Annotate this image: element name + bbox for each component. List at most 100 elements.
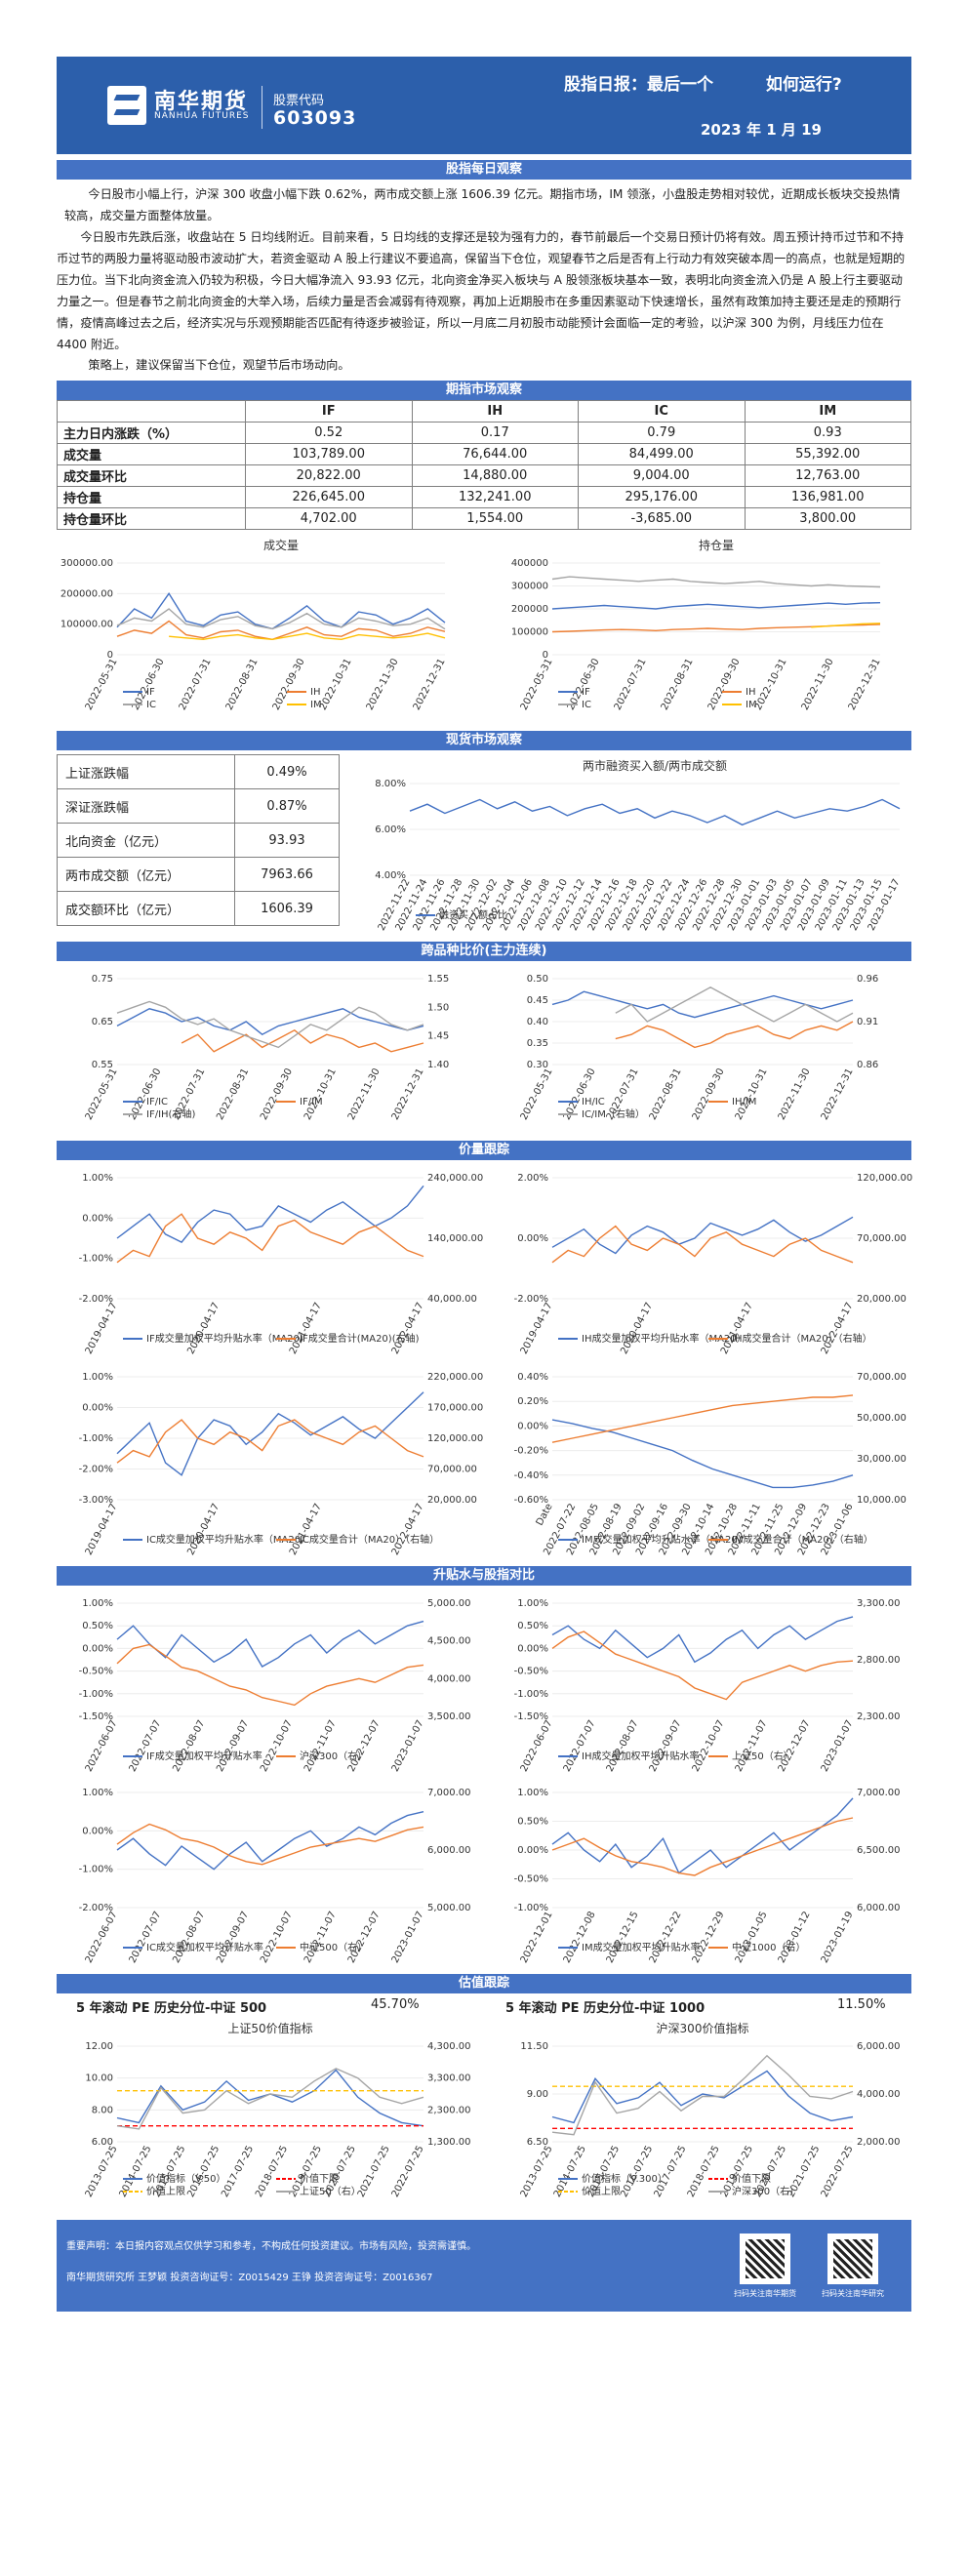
chart-svg: 成交量 0 100000.00 200000.00 300000.00 2022-05-3… bbox=[60, 538, 448, 712]
y-tick-label: -0.40% bbox=[514, 1470, 548, 1481]
series-line bbox=[551, 602, 881, 610]
qr-caption: 扫码关注南华期货 bbox=[734, 2289, 796, 2298]
series-line bbox=[116, 1419, 424, 1464]
chart-sz50-value: 上证50价值指标 6.00 8.00 10.00 12.00 1,300.00 2,300.… bbox=[57, 2017, 482, 2208]
footer-analysts: 南华期货研究所 王梦颖 投资咨询证号：Z0015429 王铮 投资咨询证号：Z0… bbox=[66, 2273, 433, 2283]
y2-tick-label: 70,000.00 bbox=[857, 1372, 907, 1383]
y-tick-label: 8.00% bbox=[375, 779, 406, 789]
y-tick-label: 400000 bbox=[511, 558, 548, 569]
x-tick-label: 2022-11-30 bbox=[346, 1067, 383, 1121]
series-line bbox=[116, 592, 446, 630]
table-row: 上证涨跌幅 0.49% bbox=[57, 754, 340, 789]
series-line bbox=[551, 1630, 854, 1701]
y2-tick-label: 1.40 bbox=[427, 1060, 449, 1070]
x-tick-label: 2020-04-17 bbox=[619, 1301, 655, 1355]
section-spread: 跨品种比价(主力连续) bbox=[57, 942, 911, 961]
series-line bbox=[169, 632, 446, 641]
futures-table: IF IH IC IM 主力日内涨跌（%） 0.52 0.17 0.79 0.9… bbox=[57, 400, 911, 530]
stock-code-label: 股票代码 bbox=[273, 94, 325, 108]
series-line bbox=[116, 1811, 424, 1871]
y2-tick-label: 4,500.00 bbox=[427, 1636, 471, 1647]
row-label: 深证涨跌幅 bbox=[57, 788, 235, 824]
report-title: 股指日报：最后一个 如何运行? bbox=[564, 75, 842, 95]
y2-tick-label: 240,000.00 bbox=[427, 1173, 483, 1184]
table-cell: 0.87% bbox=[234, 788, 340, 824]
legend-label: 中证1000（右） bbox=[732, 1941, 805, 1953]
y-tick-label: 1.00% bbox=[517, 1788, 548, 1798]
x-tick-label: 2022-10-31 bbox=[753, 657, 789, 711]
x-tick-label: 2023-01-05 bbox=[734, 1910, 770, 1964]
y2-tick-label: 1,300.00 bbox=[427, 2137, 471, 2148]
x-tick-label: 2023-01-12 bbox=[777, 1910, 813, 1964]
x-tick-label: 2022-12-07 bbox=[346, 1910, 383, 1964]
y-tick-label: 100000 bbox=[511, 627, 548, 638]
qr-code-icon bbox=[827, 2234, 878, 2284]
x-tick-label: 2022-06-07 bbox=[84, 1910, 120, 1964]
table-cell: 103,789.00 bbox=[245, 443, 413, 465]
x-tick-label: 2022-09-07 bbox=[215, 1910, 251, 1964]
y-tick-label: 6.00% bbox=[375, 825, 406, 835]
y-tick-label: 0.30 bbox=[527, 1060, 548, 1070]
x-tick-label: 2021-04-17 bbox=[719, 1301, 755, 1355]
series-line bbox=[116, 1000, 424, 1049]
y2-tick-label: 2,800.00 bbox=[857, 1655, 901, 1666]
legend-label: 价值上限 bbox=[582, 2185, 621, 2197]
y2-tick-label: 6,000.00 bbox=[857, 1903, 901, 1913]
legend-label: 融资买入额占比 bbox=[439, 908, 507, 921]
spot-area: 上证涨跌幅 0.49% 深证涨跌幅 0.87% 北向资金（亿元） 93.93 两市成交… bbox=[57, 750, 911, 936]
x-tick-label: 2023-01-19 bbox=[820, 1910, 856, 1964]
x-tick-label: 2022-10-31 bbox=[734, 1067, 770, 1121]
x-tick-label: 2022-12-07 bbox=[346, 1718, 383, 1773]
legend-label: IH成交量加权平均升贴水率 bbox=[582, 1750, 699, 1762]
legend-label: 中证500（右） bbox=[300, 1941, 367, 1953]
x-tick-label: 2019-04-17 bbox=[84, 1301, 120, 1355]
table-cell: -3,685.00 bbox=[578, 507, 746, 530]
y2-tick-label: 2,300.00 bbox=[427, 2105, 471, 2115]
report-page: 南华期货 NANHUA FUTURES 股票代码 603093 股指日报：最后一… bbox=[57, 57, 913, 2312]
y-tick-label: 200000.00 bbox=[60, 588, 113, 599]
y-tick-label: 0.00% bbox=[82, 1403, 113, 1414]
x-tick-label: 2022-05-31 bbox=[84, 657, 120, 711]
y2-tick-label: 140,000.00 bbox=[427, 1233, 483, 1244]
legend-label: IF成交量加权平均升贴水率 bbox=[146, 1750, 262, 1762]
futures-charts: 成交量 0 100000.00 200000.00 300000.00 2022-05-3… bbox=[57, 530, 911, 725]
y-tick-label: -0.20% bbox=[514, 1446, 548, 1457]
series-line bbox=[116, 1213, 424, 1264]
y2-tick-label: 2,000.00 bbox=[857, 2137, 901, 2148]
x-tick-label: 2017-07-25 bbox=[220, 2144, 256, 2198]
legend-label: 沪深300（右） bbox=[732, 2185, 799, 2197]
chart-ic-basis: -2.00% -1.00% 0.00% 1.00% 5,000.00 6,000.00 7,… bbox=[57, 1779, 482, 1965]
y2-tick-label: 6,000.00 bbox=[857, 2041, 901, 2052]
chart-if-price-volume: -2.00% -1.00% 0.00% 1.00% 40,000.00 140,000.0… bbox=[57, 1164, 484, 1356]
legend-label: IH/IC bbox=[582, 1097, 605, 1107]
y2-tick-label: 0.96 bbox=[857, 974, 878, 985]
futures-table-header: IF IH IC IM bbox=[57, 400, 911, 423]
y-tick-label: 200000 bbox=[511, 604, 548, 615]
y-tick-label: 8.00 bbox=[92, 2105, 113, 2115]
legend-label: IC bbox=[146, 700, 156, 710]
y2-tick-label: 4,300.00 bbox=[427, 2041, 471, 2052]
table-header-cell: IC bbox=[578, 400, 746, 423]
y-tick-label: 1.00% bbox=[517, 1598, 548, 1609]
chart-svg: 上证50价值指标 6.00 8.00 10.00 12.00 1,300.00 2,300.… bbox=[84, 2021, 471, 2199]
report-footer: 重要声明：本日报内容观点仅供学习和参考，不构成任何投资建议。市场有风险，投资需谨… bbox=[57, 2220, 911, 2312]
table-cell: 295,176.00 bbox=[578, 486, 746, 508]
x-tick-label: 2022-04-17 bbox=[390, 1502, 426, 1556]
y2-tick-label: 1.45 bbox=[427, 1031, 449, 1042]
y2-tick-label: 0.91 bbox=[857, 1017, 878, 1027]
x-tick-label: 2023-01-07 bbox=[390, 1910, 426, 1964]
y-tick-label: 1.00% bbox=[82, 1173, 113, 1184]
series-line bbox=[181, 1028, 424, 1053]
legend-label: IM bbox=[310, 700, 322, 710]
section-price-volume: 价量跟踪 bbox=[57, 1141, 911, 1160]
table-header-cell: IH bbox=[411, 400, 579, 423]
y2-tick-label: 30,000.00 bbox=[857, 1454, 907, 1465]
price-volume-charts: -2.00% -1.00% 0.00% 1.00% 40,000.00 140,000.0… bbox=[57, 1160, 913, 1560]
legend-label: 价值下限 bbox=[732, 2172, 771, 2185]
x-tick-label: 2022-09-30 bbox=[691, 1067, 727, 1121]
legend-label: 价值上限 bbox=[146, 2185, 185, 2197]
y-tick-label: 100000.00 bbox=[60, 620, 113, 630]
series-line bbox=[551, 1419, 854, 1489]
y-tick-label: 0.75 bbox=[92, 974, 113, 985]
chart-svg: -2.00% 0.00% 2.00% 20,000.00 70,000.00 120,00… bbox=[514, 1173, 913, 1356]
